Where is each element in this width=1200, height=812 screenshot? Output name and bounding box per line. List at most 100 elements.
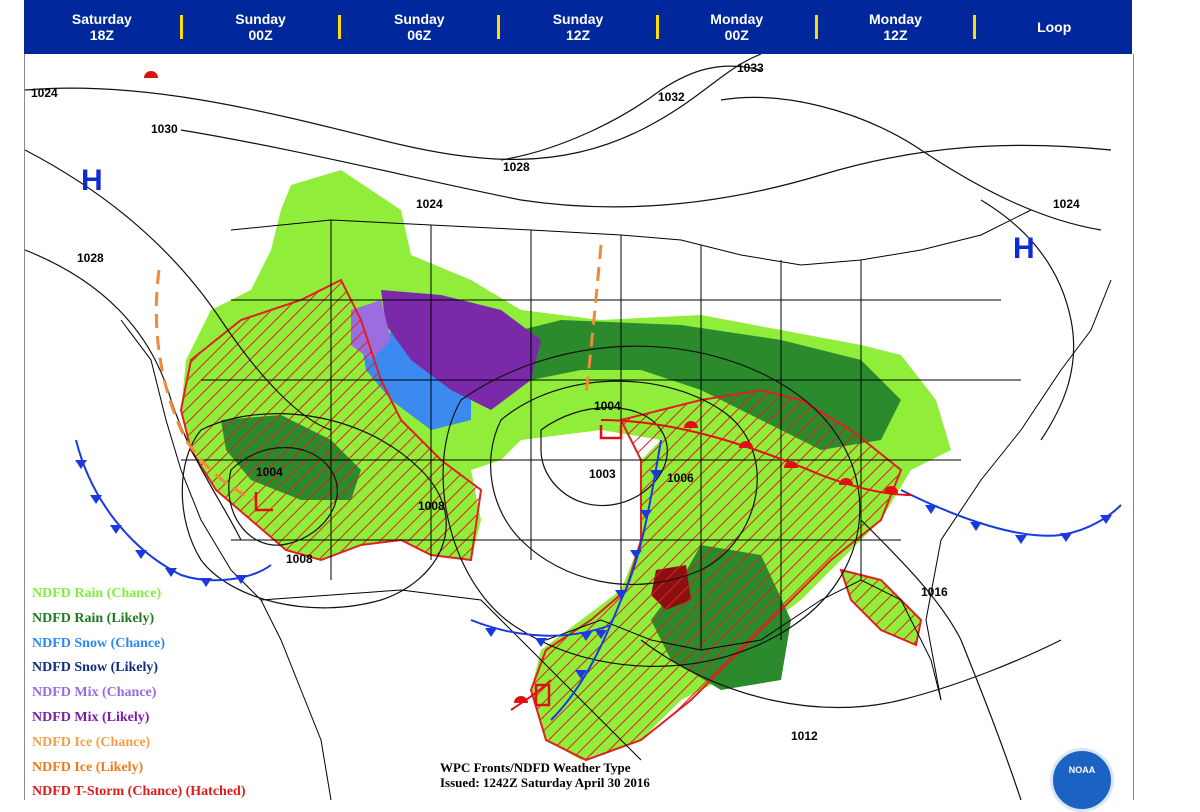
isobar-label: 1024 — [416, 197, 443, 211]
nav-tab-time: 06Z — [407, 27, 432, 43]
cold-front-triangle — [595, 630, 607, 639]
isobar-label: 1004 — [594, 399, 621, 413]
cold-front-triangle — [535, 638, 547, 647]
cold-front-triangle — [135, 550, 147, 559]
nav-tab-time: 12Z — [565, 27, 591, 43]
nav-tab-time: 12Z — [883, 27, 908, 43]
coastline-west — [120, 319, 332, 800]
legend-item: NDFD Rain (Chance) — [32, 586, 162, 601]
low-marker-west — [254, 492, 273, 512]
legend-item: NDFD Ice (Chance) — [32, 734, 151, 750]
cold-front-east — [900, 489, 1122, 537]
cold-front-triangle — [110, 525, 122, 534]
isobar-4 — [180, 129, 1112, 208]
cold-front-triangle — [200, 578, 212, 587]
isobar-8 — [540, 407, 668, 507]
cold-front-triangle — [630, 550, 642, 559]
nav-tab[interactable]: Monday 00Z — [659, 11, 815, 43]
cold-front-south — [550, 439, 662, 721]
isobar-label: 1008 — [418, 499, 445, 513]
isobar-label: 1008 — [286, 552, 313, 566]
nav-tab[interactable]: Monday 12Z — [818, 11, 974, 43]
nav-tab-day: Monday — [710, 11, 764, 27]
low-marker-gulf — [534, 683, 551, 707]
isobar-10 — [442, 345, 861, 667]
cold-front-triangle — [580, 632, 592, 641]
isobar-9 — [490, 380, 758, 586]
legend-item: NDFD Rain (Likely) — [32, 610, 155, 626]
isobar-label: 1016 — [921, 585, 948, 599]
nav-tab[interactable]: Loop — [976, 19, 1132, 35]
isobars — [25, 54, 1112, 800]
nav-tab[interactable]: Sunday 00Z — [183, 11, 339, 43]
isobar-13 — [640, 639, 1062, 709]
cold-front-triangle — [485, 628, 497, 637]
high-pressure-west: H — [81, 164, 103, 197]
cold-front-triangle — [1060, 533, 1072, 542]
warm-front-semicircle — [739, 441, 753, 448]
precip-shading — [179, 170, 951, 762]
noaa-logo: NOAA — [1050, 748, 1114, 812]
warm-front-semicircle — [839, 478, 853, 485]
legend-item: NDFD Mix (Chance) — [32, 685, 157, 701]
isobar-3 — [25, 249, 242, 541]
nav-tab-day: Loop — [1037, 19, 1072, 35]
nav-tab[interactable]: Sunday 12Z — [500, 11, 656, 43]
isobar-label: 1032 — [658, 90, 685, 104]
legend-item: NDFD Snow (Chance) — [32, 635, 165, 651]
cold-front-triangle — [1100, 515, 1112, 524]
isobar-11 — [228, 446, 338, 546]
warm-front-semicircle — [684, 421, 698, 428]
high-pressure-east: H — [1013, 232, 1035, 265]
nav-tab-day: Sunday — [394, 11, 445, 27]
isobar-label: 1030 — [151, 122, 178, 136]
isobar-label: 1028 — [77, 251, 104, 265]
isobar-12 — [181, 413, 447, 609]
nav-tab[interactable]: Sunday 06Z — [341, 11, 497, 43]
isobar-2 — [25, 149, 332, 431]
cold-front-triangle — [75, 460, 87, 469]
legend-item: NDFD Mix (Likely) — [32, 709, 150, 725]
isobar-14 — [860, 519, 1022, 800]
nav-tab-day: Sunday — [552, 11, 604, 27]
trough-north — [584, 244, 603, 396]
isobar-label: 1006 — [667, 471, 694, 485]
warm-front-semicircle — [884, 486, 898, 493]
isobar-labels: 1024 1030 1033 1032 1028 1024 1024 1028 … — [31, 61, 1080, 743]
cold-front-triangle — [925, 505, 937, 514]
nav-separator — [814, 15, 818, 39]
cold-front-triangle — [575, 670, 587, 679]
nav-tab-day: Sunday — [235, 11, 286, 27]
nav-separator — [973, 15, 977, 39]
isobar-label: 1024 — [31, 86, 58, 100]
nav-tab-time: 18Z — [89, 27, 114, 43]
isobar-label: 1004 — [256, 465, 283, 479]
isobar-6 — [720, 96, 1102, 231]
forecast-time-nav: Saturday 18Z Sunday 00Z Sunday 06Z Sunday 12Z Mo… — [24, 0, 1132, 54]
low-centers — [254, 425, 623, 707]
nav-tab-time: 00Z — [724, 27, 749, 43]
us-canada-border — [230, 209, 1032, 266]
tstorm-hatch-south — [529, 388, 903, 762]
nav-tab[interactable]: Saturday 18Z — [24, 11, 180, 43]
nav-separator — [497, 15, 501, 39]
nav-tab-day: Monday — [869, 11, 922, 27]
tstorm-hatch-florida — [839, 568, 923, 647]
nav-separator — [179, 15, 183, 39]
isobar-7 — [980, 199, 1075, 441]
nav-separator — [655, 15, 659, 39]
pressure-centers: H H — [81, 164, 1035, 265]
mexico-border — [260, 589, 642, 761]
warm-front-semicircle — [784, 461, 798, 468]
isobar-1 — [25, 54, 762, 161]
isobar-label: 1033 — [737, 61, 764, 75]
front-symbols — [75, 71, 1112, 703]
isobar-label: 1012 — [791, 729, 818, 743]
legend-item: NDFD T-Storm (Chance) (Hatched) — [32, 784, 246, 800]
nav-tab-day: Saturday — [71, 11, 132, 27]
noaa-logo-text: NOAA — [1068, 765, 1096, 775]
atlantic-coast — [925, 279, 1112, 701]
cold-front-gulf — [470, 619, 612, 637]
map-title-block: WPC Fronts/NDFD Weather Type Issued: 124… — [440, 760, 650, 790]
cold-front-triangle — [650, 470, 662, 479]
